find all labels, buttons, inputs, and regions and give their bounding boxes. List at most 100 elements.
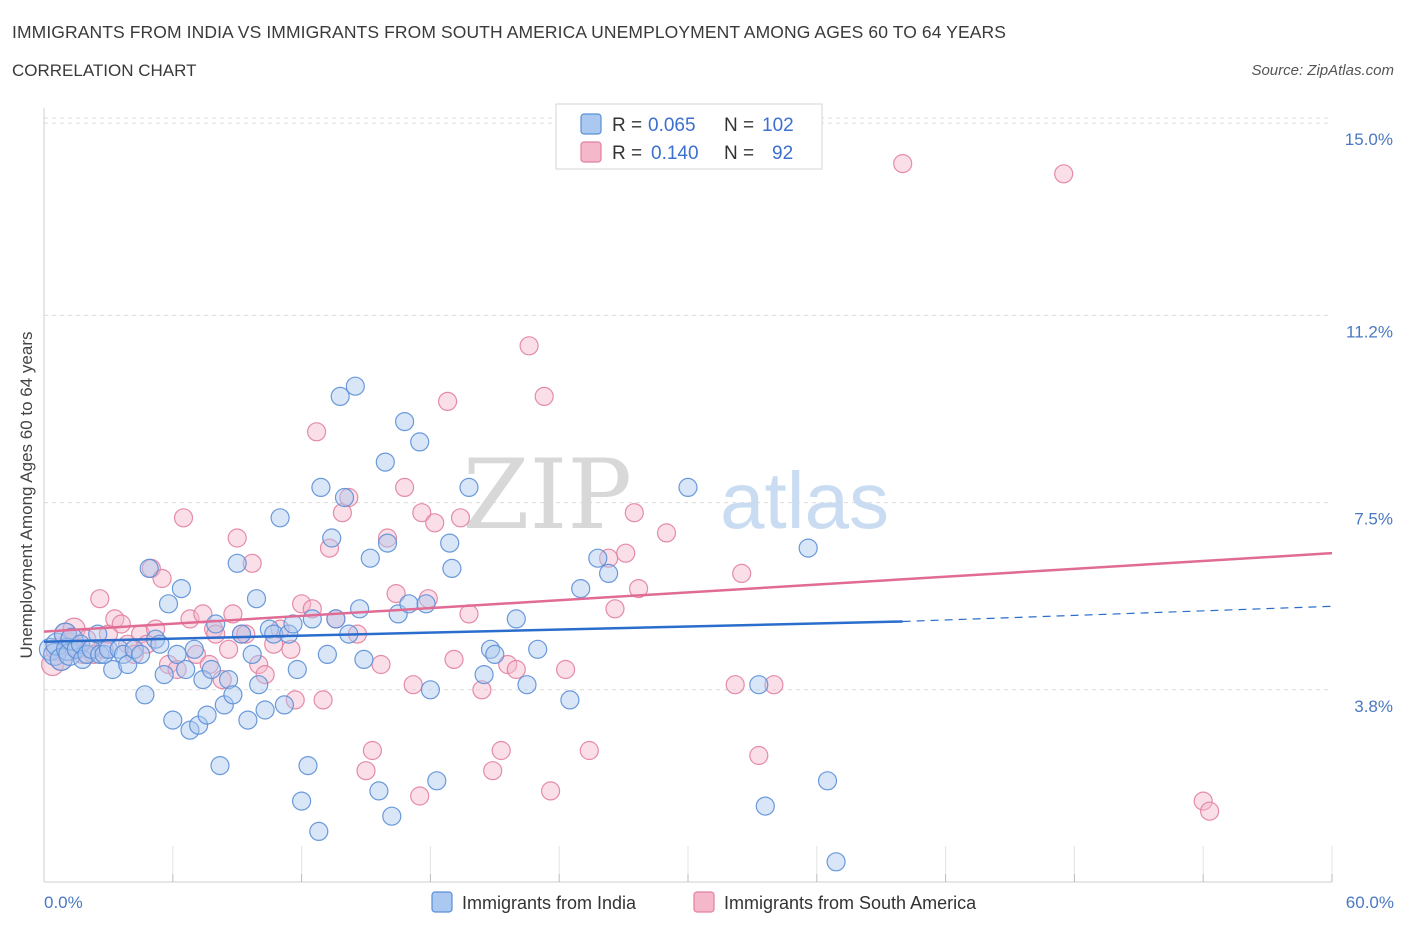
watermark-atlas: atlas [720,456,889,545]
data-point [755,796,775,816]
data-point [459,477,479,497]
data-point [491,740,511,761]
data-point [459,604,479,624]
data-point [485,644,505,665]
data-point [483,761,503,781]
y-axis-title: Unemployment Among Ages 60 to 64 years [17,332,36,659]
data-point [598,563,619,584]
data-point [135,685,155,705]
data-point [410,786,430,806]
source-credit: Source: ZipAtlas.com [1251,62,1394,79]
data-point [571,578,591,599]
data-point [242,644,262,665]
data-point [798,538,818,558]
data-point [60,627,84,651]
data-point [395,412,415,432]
data-point [139,558,159,579]
data-point [375,452,395,472]
data-point [410,432,430,452]
data-point [311,477,331,497]
data-point [506,659,526,680]
data-point [416,594,436,614]
data-point [369,781,389,801]
data-point [420,680,440,700]
data-point [298,755,318,776]
data-point [893,154,913,174]
legend-bottom-sa-label: Immigrants from South America [724,893,977,913]
data-point [395,477,415,497]
data-point [255,664,275,685]
data-point [678,477,698,497]
data-point [560,690,580,710]
y-tick-label: 11.2% [1346,322,1393,341]
data-point [158,594,179,614]
watermark-zip: ZIP [463,439,632,551]
data-point [292,791,312,811]
data-point [285,690,305,710]
chart-subtitle: CORRELATION CHART [12,61,197,80]
data-point [274,695,294,715]
data-point [440,533,460,553]
y-tick-label: 7.5% [1354,510,1393,529]
grid-lines [44,117,1332,691]
data-point [111,614,131,634]
trend-line-india [43,620,903,643]
trend-line-south-america [43,551,1333,633]
data-point [242,553,262,573]
data-point [442,558,462,579]
data-point [231,624,252,644]
data-point [517,675,537,695]
data-point [540,781,561,801]
data-point [219,639,239,659]
legend-bottom-sa-swatch [693,891,715,913]
data-point [264,624,284,644]
legend-india-n-label: N = [724,115,754,136]
data-point [534,386,554,406]
data-point [354,649,374,670]
data-point [350,599,370,619]
data-point [616,543,636,563]
trend-lines [43,551,1333,643]
data-point [223,604,243,624]
legend-india-r-value: 0.065 [648,115,696,136]
data-point [732,563,752,584]
data-point [176,659,196,680]
data-point [356,761,376,781]
data-point [427,771,447,791]
data-point [588,548,608,568]
legend-bottom-india-swatch [431,891,453,913]
data-point [307,422,327,442]
y-tick-labels: 3.8% 7.5% 11.2% 15.0% [1345,130,1393,716]
data-point [302,609,322,629]
series-legend: Immigrants from India Immigrants from So… [431,891,977,913]
data-point [817,771,838,791]
data-point [450,508,471,528]
data-point [227,528,247,548]
data-point [438,391,458,411]
data-point [382,806,402,826]
data-point [605,599,625,619]
data-point [249,675,269,695]
data-point [749,745,769,766]
data-point [725,675,745,695]
data-point [90,589,110,609]
y-tick-label: 3.8% [1354,697,1393,716]
data-point [322,528,342,548]
data-point [624,503,644,523]
data-point [236,624,256,644]
data-point [1054,164,1074,184]
y-tick-label: 15.0% [1345,130,1393,149]
data-point [444,649,464,670]
data-point [1193,791,1213,811]
data-point [255,700,275,720]
data-point [167,644,187,665]
data-point [210,755,230,776]
data-point [131,644,151,665]
data-point [412,503,432,523]
data-point [309,821,329,842]
data-point [238,710,258,730]
data-point [377,528,398,548]
data-point [292,594,312,614]
data-point [528,639,548,659]
